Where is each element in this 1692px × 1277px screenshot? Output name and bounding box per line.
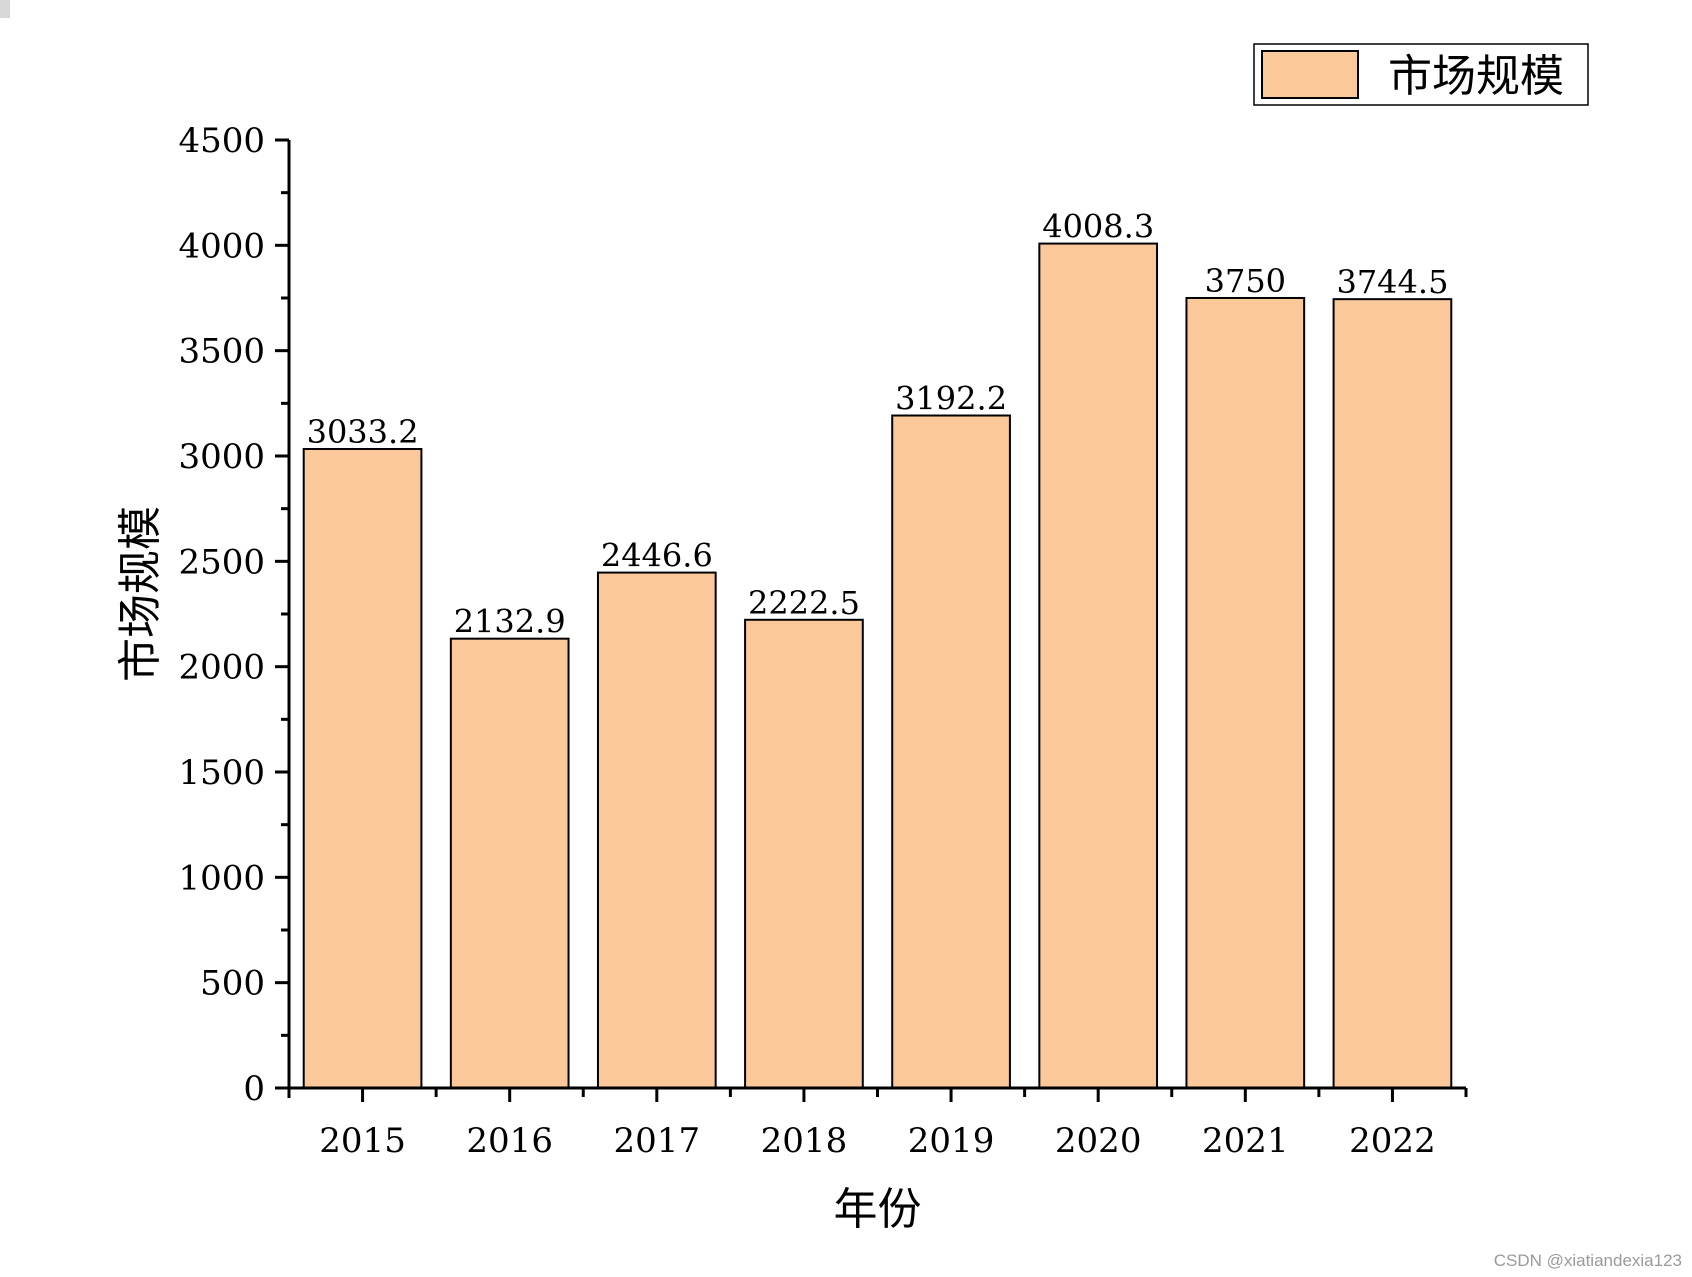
y-tick-label-2500: 2500 [178, 542, 265, 582]
bars-group [302, 242, 1453, 1090]
x-tick-label-2019: 2019 [908, 1121, 995, 1161]
data-label-2019: 3192.2 [895, 380, 1007, 418]
y-tick-label-0: 0 [243, 1069, 265, 1109]
y-axis: 0 500 1000 1500 2000 2500 3000 3500 4000 4500 [178, 121, 291, 1109]
data-label-2015: 3033.2 [307, 413, 419, 451]
bar-2018 [744, 618, 864, 1089]
data-label-2018: 2222.5 [748, 584, 860, 622]
bar-2021 [1185, 297, 1306, 1089]
legend-label: 市场规模 [1388, 51, 1564, 102]
x-axis: 2015 2016 2017 2018 2019 2020 2021 2022 [275, 1086, 1468, 1161]
x-tick-label-2017: 2017 [614, 1121, 701, 1161]
x-tick-label-2021: 2021 [1202, 1121, 1289, 1161]
x-tick-label-2020: 2020 [1055, 1121, 1142, 1161]
data-label-2017: 2446.6 [601, 537, 713, 575]
legend: 市场规模 [1253, 43, 1589, 106]
x-tick-label-2016: 2016 [466, 1121, 553, 1161]
legend-swatch [1261, 50, 1359, 99]
bar-2020 [1038, 242, 1159, 1090]
data-label-2016: 2132.9 [454, 603, 566, 641]
bar-2022 [1332, 298, 1453, 1089]
bar-2017 [596, 571, 717, 1089]
bar-2019 [891, 414, 1011, 1089]
corner-marker [0, 0, 10, 18]
watermark: CSDN @xiatiandexia123 [1493, 1251, 1682, 1270]
y-tick-label-4500: 4500 [178, 121, 265, 161]
bar-2015 [302, 448, 423, 1089]
y-tick-label-500: 500 [200, 964, 265, 1004]
x-tick-label-2018: 2018 [761, 1121, 848, 1161]
data-label-2021: 3750 [1205, 262, 1286, 300]
data-label-2022: 3744.5 [1336, 263, 1448, 301]
x-tick-label-2015: 2015 [319, 1121, 406, 1161]
y-tick-label-2000: 2000 [178, 648, 265, 688]
data-label-2020: 4008.3 [1042, 208, 1154, 246]
y-tick-label-3500: 3500 [178, 332, 265, 372]
y-tick-label-1500: 1500 [178, 753, 265, 793]
y-tick-label-4000: 4000 [178, 226, 265, 266]
data-labels-group: 3033.2 2132.9 2446.6 2222.5 3192.2 4008.3 3750… [307, 208, 1449, 641]
y-tick-label-3000: 3000 [178, 437, 265, 477]
x-axis-title: 年份 [834, 1184, 922, 1235]
x-tick-label-2022: 2022 [1349, 1121, 1436, 1161]
y-tick-label-1000: 1000 [178, 858, 265, 898]
bar-2016 [449, 637, 570, 1089]
y-axis-title: 市场规模 [115, 506, 166, 682]
